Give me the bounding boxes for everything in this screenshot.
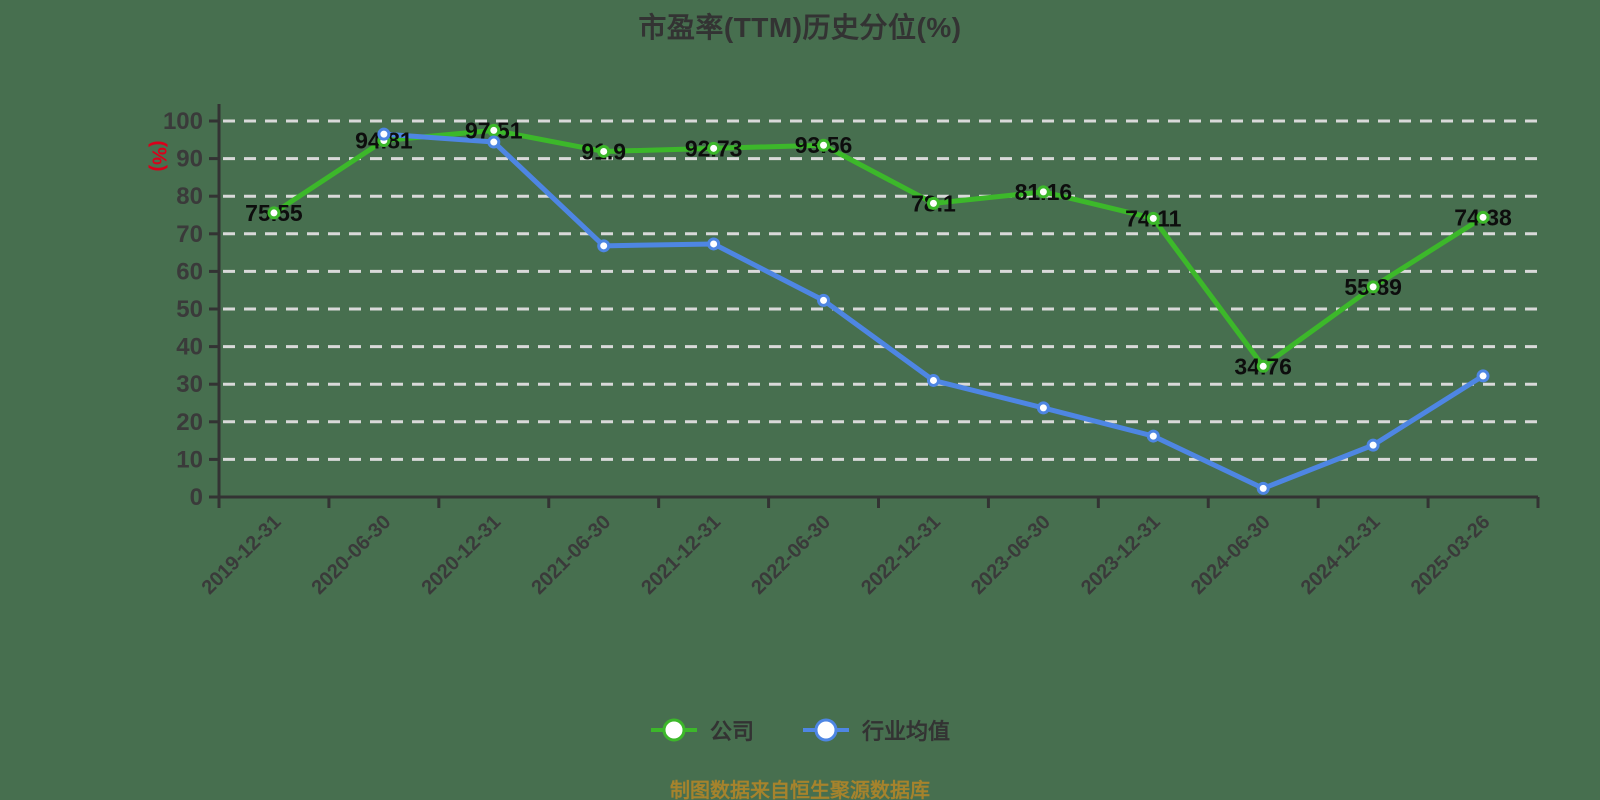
chart-legend: 公司 行业均值: [0, 714, 1600, 746]
series-1-point-marker: [377, 127, 391, 141]
legend-item-company[interactable]: 公司: [650, 714, 754, 746]
industry-average-series-legend-icon: [803, 718, 849, 742]
series-0-point-marker: [817, 138, 831, 152]
series-0-point-marker: [1476, 210, 1490, 224]
x-axis-tick-label: 2021-06-30: [527, 511, 615, 599]
y-axis-tick-label: 80: [176, 183, 203, 210]
series-1-point-marker: [707, 237, 721, 251]
y-axis-tick-label: 60: [176, 258, 203, 285]
x-axis-tick-label: 2022-12-31: [857, 511, 945, 599]
data-source-watermark: 制图数据来自恒生聚源数据库: [670, 780, 930, 800]
series-0-point-marker: [1036, 185, 1050, 199]
series-0-line: [271, 127, 1486, 369]
y-axis-tick-label: 100: [163, 108, 203, 135]
series-0-point-marker: [1146, 211, 1160, 225]
y-axis-tick-label: 20: [176, 409, 203, 436]
y-axis-tick-label: 10: [176, 446, 203, 473]
series-1-point-marker: [1146, 429, 1160, 443]
series-0-point-marker: [926, 196, 940, 210]
series-1-point-marker: [487, 135, 501, 149]
series-1-line: [381, 131, 1486, 491]
series-1-point-marker: [1476, 369, 1490, 383]
series-1-point-marker: [1256, 481, 1270, 495]
y-axis-tick-label: 70: [176, 221, 203, 248]
series-0-point-marker: [707, 141, 721, 155]
series-1-point-marker: [1036, 401, 1050, 415]
series-1-point-marker: [1366, 438, 1380, 452]
legend-label-company: 公司: [709, 719, 754, 744]
y-axis-tick-label: 30: [176, 371, 203, 398]
x-axis-tick-label: 2020-06-30: [308, 511, 396, 599]
x-axis-tick-label: 2024-12-31: [1297, 511, 1385, 599]
y-axis-tick-label: 90: [176, 146, 203, 173]
legend-item-industry-average[interactable]: 行业均值: [802, 714, 950, 746]
series-1-point-marker: [926, 373, 940, 387]
x-axis-tick-label: 2024-06-30: [1187, 511, 1275, 599]
x-axis-tick-label: 2021-12-31: [637, 511, 725, 599]
series-0-point-marker: [1256, 359, 1270, 373]
x-axis-tick-label: 2025-03-26: [1407, 511, 1495, 599]
x-axis-tick-label: 2023-12-31: [1077, 511, 1165, 599]
company-series-legend-icon: [650, 718, 697, 742]
series-1-point-marker: [597, 239, 611, 253]
x-axis-tick-label: 2019-12-31: [198, 511, 286, 599]
series-0-point-marker: [487, 123, 501, 137]
series-0-point-marker: [267, 206, 281, 220]
series-1-point-marker: [817, 293, 831, 307]
legend-label-industry-average: 行业均值: [862, 719, 951, 744]
series-0-point-marker: [1366, 280, 1380, 294]
series-0-point-marker: [597, 144, 611, 158]
y-axis-tick-label: 50: [176, 296, 203, 323]
y-axis-tick-label: 40: [176, 334, 203, 361]
chart-title: 市盈率(TTM)历史分位(%): [638, 12, 962, 43]
x-axis-tick-label: 2022-06-30: [747, 511, 835, 599]
y-axis-tick-label: 0: [190, 484, 203, 511]
x-axis-tick-label: 2023-06-30: [967, 511, 1055, 599]
x-axis-tick-label: 2020-12-31: [417, 511, 505, 599]
